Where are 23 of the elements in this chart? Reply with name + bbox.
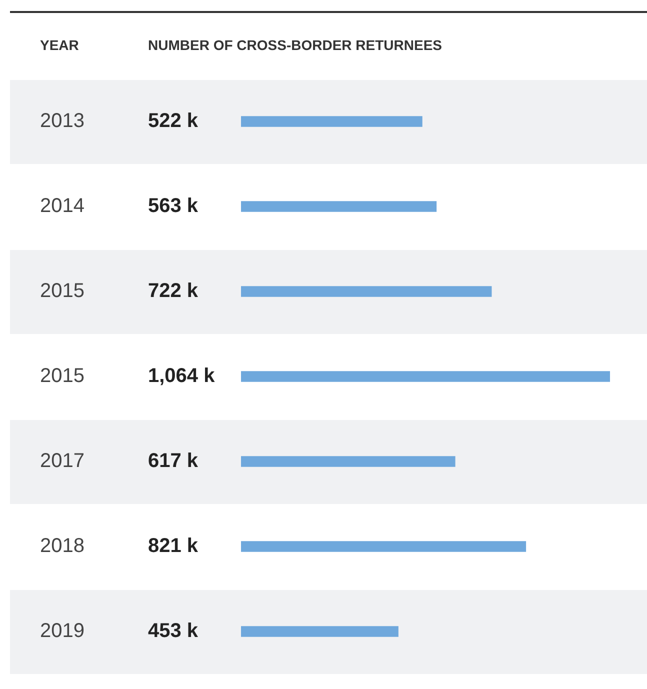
bar	[241, 371, 610, 382]
data-label: 1,064 k	[148, 365, 216, 388]
data-label: 617 k	[148, 450, 199, 472]
y-tick-label: 2018	[40, 535, 84, 558]
bar	[241, 541, 526, 552]
data-label: 563 k	[148, 195, 199, 218]
y-tick-label: 2019	[40, 620, 84, 642]
data-label: 453 k	[148, 620, 199, 642]
data-label: 722 k	[148, 280, 199, 302]
bar	[241, 116, 422, 127]
y-axis-title: YEAR	[40, 36, 79, 53]
data-label: 821 k	[148, 535, 199, 558]
y-tick-label: 2015	[40, 280, 84, 302]
y-tick-label: 2014	[40, 195, 84, 218]
bar	[241, 456, 456, 467]
bar	[241, 626, 398, 637]
data-label: 522 k	[148, 110, 199, 132]
y-tick-label: 2015	[40, 365, 84, 388]
chart-title: NUMBER OF CROSS-BORDER RETURNEES	[148, 36, 442, 53]
bar	[241, 201, 437, 212]
y-tick-label: 2017	[40, 450, 84, 472]
y-tick-label: 2013	[40, 110, 84, 132]
bar	[241, 286, 492, 297]
